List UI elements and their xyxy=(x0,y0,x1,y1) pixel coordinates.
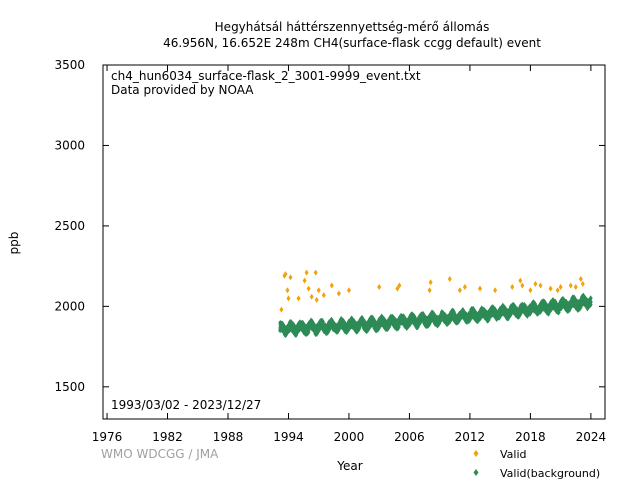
valid-point xyxy=(395,285,400,292)
x-tick-label: 2000 xyxy=(334,430,365,444)
valid-point xyxy=(457,287,462,294)
legend-marker-valid xyxy=(473,450,479,457)
y-tick-label: 3000 xyxy=(54,138,85,152)
y-axis: 1500 2000 2500 3000 3500 xyxy=(54,58,605,394)
valid-point xyxy=(573,284,578,291)
background-point xyxy=(509,310,514,317)
x-tick-label: 1976 xyxy=(92,430,123,444)
valid-point xyxy=(306,285,311,292)
x-tick-label: 2006 xyxy=(394,430,425,444)
background-point xyxy=(588,295,593,302)
valid-point xyxy=(568,282,573,289)
y-tick-label: 3500 xyxy=(54,58,85,72)
x-axis-label: Year xyxy=(336,459,362,473)
valid-point xyxy=(478,285,483,292)
valid-point xyxy=(528,287,533,294)
file-label: ch4_hun6034_surface-flask_2_3001-9999_ev… xyxy=(111,69,421,83)
x-tick-label: 1982 xyxy=(152,430,183,444)
chart-subtitle: 46.956N, 16.652E 248m CH4(surface-flask … xyxy=(163,36,541,50)
valid-point xyxy=(283,271,288,278)
valid-point xyxy=(279,306,284,313)
valid-point xyxy=(520,282,525,289)
valid-point xyxy=(548,285,553,292)
x-tick-label: 2024 xyxy=(576,430,607,444)
valid-point xyxy=(462,284,467,291)
series-valid xyxy=(279,269,585,313)
legend-marker-background xyxy=(473,469,479,476)
series-background xyxy=(278,292,593,339)
legend-label-valid: Valid xyxy=(500,448,527,461)
valid-point xyxy=(304,269,309,276)
valid-point xyxy=(321,292,326,299)
valid-point xyxy=(309,293,314,300)
background-point xyxy=(588,298,593,305)
provider-label: Data provided by NOAA xyxy=(111,83,254,97)
valid-point xyxy=(288,274,293,281)
valid-point xyxy=(493,287,498,294)
valid-point xyxy=(302,277,307,284)
valid-point xyxy=(533,280,538,287)
background-point xyxy=(320,318,325,325)
valid-point xyxy=(314,296,319,303)
valid-point xyxy=(286,295,291,302)
valid-point xyxy=(538,282,543,289)
x-tick-label: 2012 xyxy=(455,430,486,444)
credit-label: WMO WDCGG / JMA xyxy=(101,447,219,461)
legend: Valid Valid(background) xyxy=(473,448,600,480)
valid-point xyxy=(346,287,351,294)
x-axis: 1976 1982 1988 1994 2000 2006 2012 2018 2024 xyxy=(92,65,606,444)
valid-point xyxy=(428,279,433,286)
chart-title: Hegyhátsál háttérszennyettség-mérő állom… xyxy=(215,20,490,34)
valid-point xyxy=(397,282,402,289)
y-tick-label: 1500 xyxy=(54,380,85,394)
y-tick-label: 2000 xyxy=(54,299,85,313)
valid-point xyxy=(555,287,560,294)
period-label: 1993/03/02 - 2023/12/27 xyxy=(111,398,261,412)
valid-point xyxy=(336,290,341,297)
valid-point xyxy=(427,287,432,294)
y-tick-label: 2500 xyxy=(54,219,85,233)
legend-label-background: Valid(background) xyxy=(500,467,600,480)
x-tick-label: 1988 xyxy=(213,430,244,444)
x-tick-label: 2018 xyxy=(515,430,546,444)
valid-point xyxy=(558,284,563,291)
valid-point xyxy=(518,277,523,284)
valid-point xyxy=(510,284,515,291)
valid-point xyxy=(447,276,452,283)
valid-point xyxy=(285,287,290,294)
x-tick-label: 1994 xyxy=(273,430,304,444)
valid-point xyxy=(578,276,583,283)
y-axis-label: ppb xyxy=(7,232,21,255)
valid-point xyxy=(377,284,382,291)
valid-point xyxy=(316,287,321,294)
plot-frame xyxy=(102,64,606,420)
valid-point xyxy=(313,269,318,276)
valid-point xyxy=(296,295,301,302)
valid-point xyxy=(580,280,585,287)
valid-point xyxy=(329,282,334,289)
